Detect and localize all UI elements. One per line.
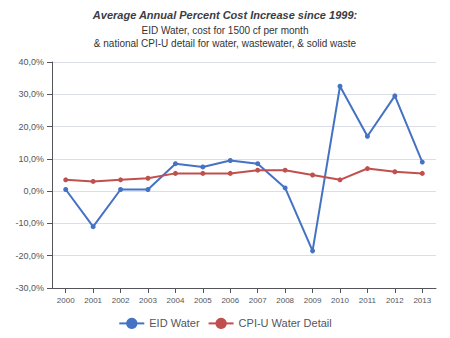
svg-text:-30,0%: -30,0% [15, 283, 44, 293]
svg-text:Average Annual Percent Cost In: Average Annual Percent Cost Increase sin… [92, 9, 358, 21]
svg-text:& national CPI-U detail for wa: & national CPI-U detail for water, waste… [94, 38, 357, 49]
svg-text:20,0%: 20,0% [18, 122, 44, 132]
svg-text:2004: 2004 [167, 296, 185, 305]
svg-text:0,0%: 0,0% [23, 186, 44, 196]
svg-text:2012: 2012 [386, 296, 404, 305]
svg-text:2006: 2006 [221, 296, 239, 305]
svg-text:2008: 2008 [276, 296, 294, 305]
svg-text:2009: 2009 [304, 296, 322, 305]
svg-text:2001: 2001 [84, 296, 102, 305]
svg-text:2005: 2005 [194, 296, 212, 305]
svg-text:-10,0%: -10,0% [15, 218, 44, 228]
svg-text:2011: 2011 [359, 296, 377, 305]
svg-text:40,0%: 40,0% [18, 57, 44, 67]
svg-text:EID Water, cost for 1500 cf pe: EID Water, cost for 1500 cf per month [142, 25, 309, 36]
svg-text:CPI-U Water Detail: CPI-U Water Detail [239, 317, 332, 329]
svg-text:EID Water: EID Water [149, 317, 200, 329]
svg-text:-20,0%: -20,0% [15, 251, 44, 261]
svg-text:2010: 2010 [331, 296, 349, 305]
svg-text:2002: 2002 [112, 296, 130, 305]
svg-text:2000: 2000 [57, 296, 75, 305]
svg-text:10,0%: 10,0% [18, 154, 44, 164]
svg-text:2013: 2013 [413, 296, 431, 305]
svg-text:2003: 2003 [139, 296, 157, 305]
svg-text:30,0%: 30,0% [18, 89, 44, 99]
svg-text:2007: 2007 [249, 296, 267, 305]
